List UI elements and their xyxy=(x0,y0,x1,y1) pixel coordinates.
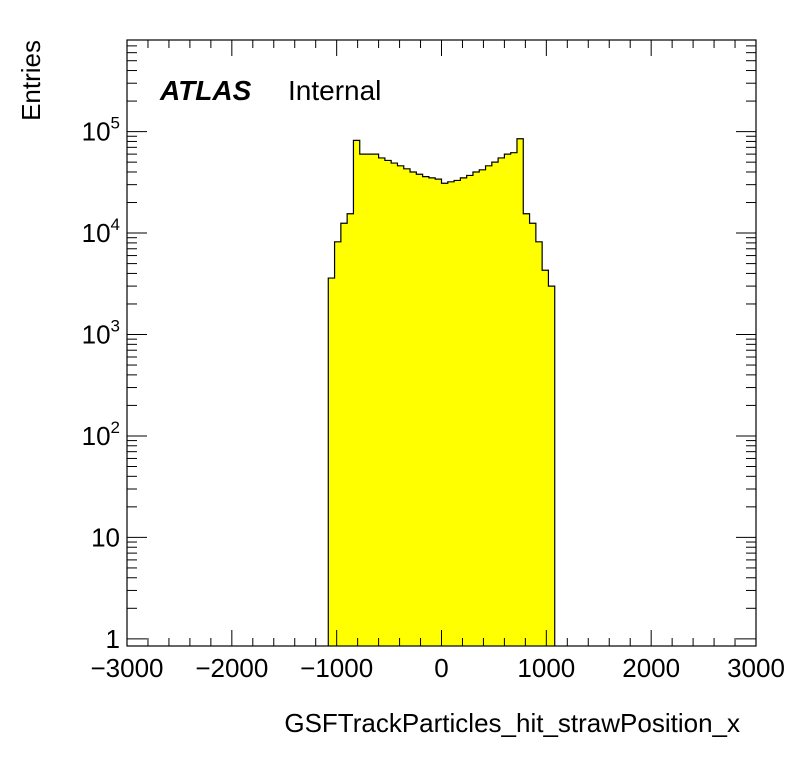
histogram-bin xyxy=(334,241,342,646)
histogram-bin xyxy=(340,223,348,646)
histogram-bin xyxy=(485,165,493,646)
y-axis-label: Entries xyxy=(16,40,46,121)
histogram-bin xyxy=(516,138,524,646)
x-axis-ticks xyxy=(126,40,757,646)
histogram-bin xyxy=(535,241,543,646)
x-tick-label: 3000 xyxy=(727,653,785,683)
histogram-bin xyxy=(366,154,373,647)
x-tick-label: 2000 xyxy=(622,653,680,683)
y-tick-label: 105 xyxy=(82,114,120,147)
x-tick-label: −3000 xyxy=(90,653,163,683)
histogram-bars xyxy=(328,138,556,647)
histogram-bin xyxy=(403,168,411,647)
histogram-bin xyxy=(428,177,436,646)
histogram-bin xyxy=(523,213,530,646)
y-tick-label: 1 xyxy=(106,624,120,654)
histogram-bin xyxy=(347,213,354,646)
histogram-bin xyxy=(397,165,405,646)
atlas-label: ATLAS xyxy=(159,75,252,106)
histogram-bin xyxy=(372,154,379,647)
y-tick-label: 10 xyxy=(91,522,120,552)
internal-label: Internal xyxy=(288,75,381,106)
x-tick-label: −2000 xyxy=(195,653,268,683)
histogram-bin xyxy=(359,154,367,647)
histogram-bin xyxy=(466,175,474,646)
x-axis-label: GSFTrackParticles_hit_strawPosition_x xyxy=(284,708,740,738)
x-axis-tick-labels: −3000 −2000 −1000 0 1000 2000 3000 xyxy=(90,653,784,683)
histogram-outline xyxy=(327,138,556,646)
histogram-bin xyxy=(328,278,335,646)
y-tick-label: 102 xyxy=(82,418,120,451)
histogram-bin xyxy=(410,171,417,646)
histogram-bin xyxy=(416,174,424,646)
histogram-bin xyxy=(454,180,461,646)
histogram-bin xyxy=(460,177,468,646)
histogram-bin xyxy=(435,179,442,646)
x-tick-label: 0 xyxy=(434,653,448,683)
histogram-bin xyxy=(510,152,518,646)
y-axis-ticks xyxy=(127,39,756,640)
histogram-bin xyxy=(384,160,392,646)
histogram-bin xyxy=(491,162,499,646)
histogram-bin xyxy=(422,176,430,646)
histogram-bin xyxy=(472,171,480,646)
y-tick-label: 104 xyxy=(82,215,120,248)
histogram-bin xyxy=(529,223,537,646)
histogram-bin xyxy=(378,157,386,646)
histogram-bin xyxy=(548,286,556,646)
x-tick-label: −1000 xyxy=(300,653,373,683)
histogram-bin xyxy=(542,270,549,646)
y-axis-tick-labels: 1 10 102 103 104 105 xyxy=(82,114,120,654)
histogram-bin xyxy=(504,154,512,647)
histogram-bin xyxy=(498,157,505,646)
histogram-bin xyxy=(479,169,486,647)
y-tick-label: 103 xyxy=(82,317,120,350)
histogram-bin xyxy=(391,163,398,646)
x-tick-label: 1000 xyxy=(517,653,575,683)
histogram-bin xyxy=(447,181,455,646)
histogram-bin xyxy=(353,140,361,646)
histogram-bin xyxy=(441,183,449,646)
